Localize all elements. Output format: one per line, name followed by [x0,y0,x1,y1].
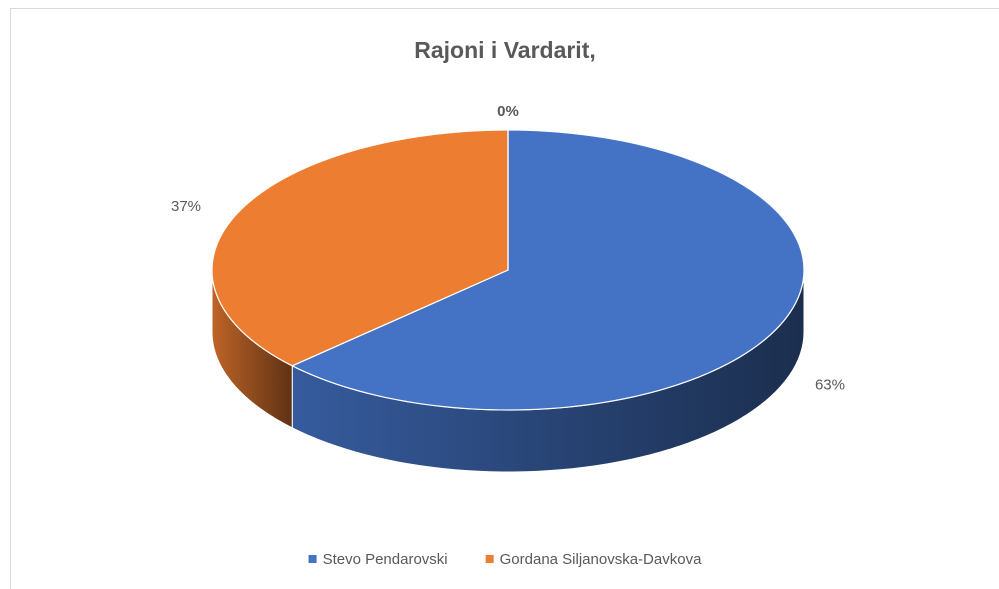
legend-swatch [485,555,494,563]
legend-label: Stevo Pendarovski [323,551,448,568]
legend-swatch [308,555,317,563]
legend-label: Gordana Siljanovska-Davkova [500,551,702,568]
data-label: 37% [171,198,201,215]
pie-slice [211,129,509,367]
chart-title: Rajoni i Vardarit, [414,37,596,63]
data-label: 63% [815,376,845,393]
pie-slice [290,129,805,411]
data-label: 0% [497,103,519,120]
